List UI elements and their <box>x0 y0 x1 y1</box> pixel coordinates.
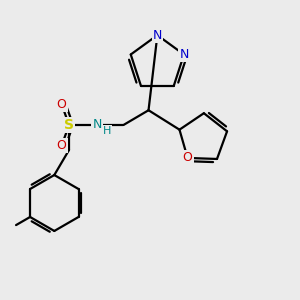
Text: S: S <box>64 118 74 132</box>
Text: H: H <box>103 126 112 136</box>
Text: O: O <box>57 98 67 111</box>
Text: N: N <box>179 48 189 61</box>
Text: O: O <box>57 139 67 152</box>
Text: N: N <box>92 118 102 131</box>
Text: N: N <box>153 29 162 42</box>
Text: O: O <box>183 152 193 164</box>
